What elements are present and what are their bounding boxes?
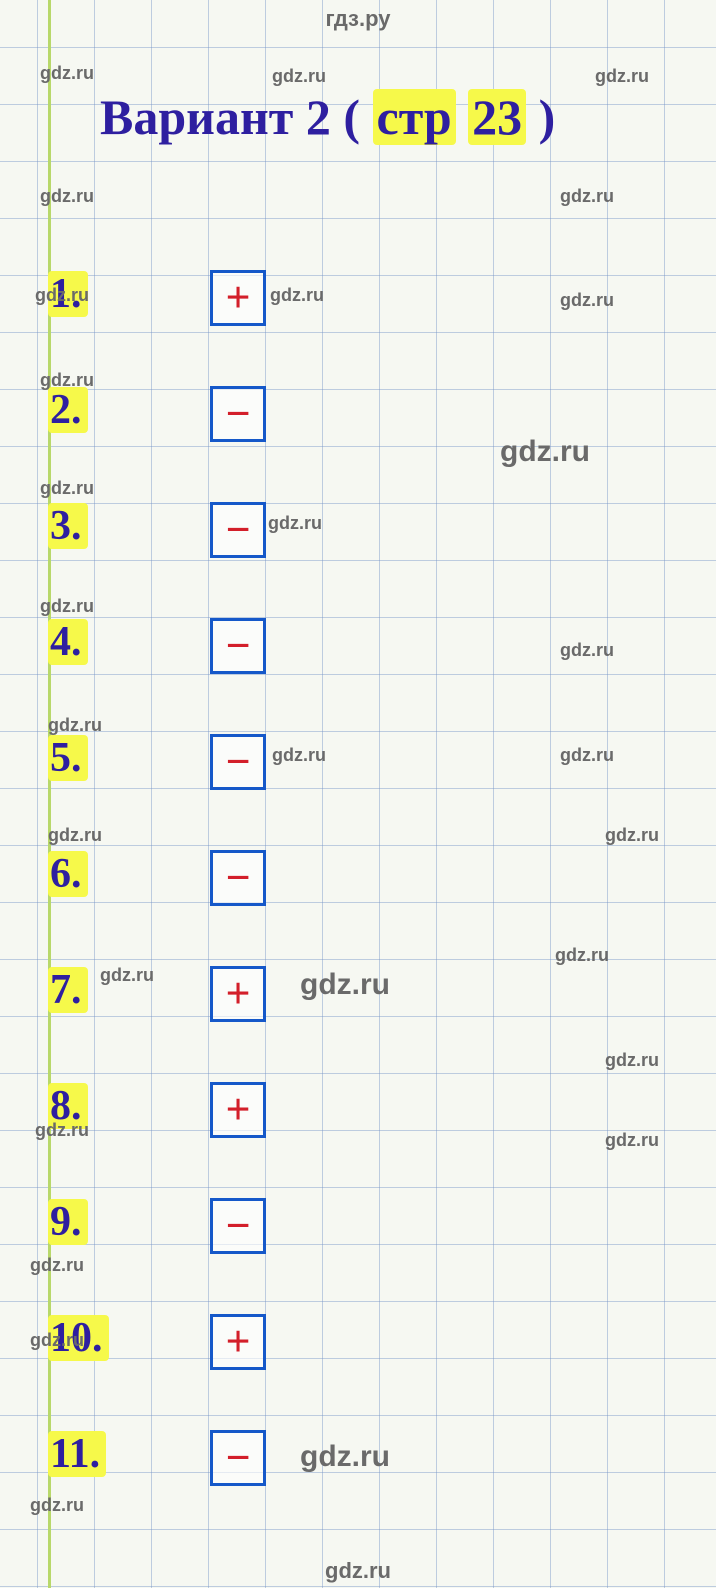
answer-box: − bbox=[210, 1430, 266, 1486]
watermark-text: gdz.ru bbox=[605, 825, 659, 846]
site-footer-watermark: gdz.ru bbox=[0, 1558, 716, 1584]
answer-box: − bbox=[210, 386, 266, 442]
answer-number-label: 2. bbox=[48, 387, 88, 433]
answer-box: + bbox=[210, 270, 266, 326]
plus-sign: + bbox=[225, 276, 250, 320]
watermark-text: gdz.ru bbox=[40, 370, 94, 391]
answer-box: + bbox=[210, 966, 266, 1022]
answer-number: 6. bbox=[48, 850, 108, 898]
answer-number-label: 5. bbox=[48, 735, 88, 781]
answer-number-label: 3. bbox=[48, 503, 88, 549]
answer-number-label: 6. bbox=[48, 851, 88, 897]
watermark-text: gdz.ru bbox=[595, 66, 649, 87]
answer-box: − bbox=[210, 850, 266, 906]
watermark-text: gdz.ru bbox=[268, 513, 322, 534]
answer-number-label: 7. bbox=[48, 967, 88, 1013]
watermark-text: gdz.ru bbox=[40, 478, 94, 499]
title-paren-open: ( bbox=[343, 89, 360, 145]
answer-number-label: 9. bbox=[48, 1199, 88, 1245]
answer-number: 4. bbox=[48, 618, 108, 666]
title-word: Вариант bbox=[100, 89, 293, 145]
watermark-text: gdz.ru bbox=[560, 745, 614, 766]
answer-number: 7. bbox=[48, 966, 108, 1014]
answer-box: − bbox=[210, 734, 266, 790]
watermark-text: gdz.ru bbox=[35, 1120, 89, 1141]
watermark-text: gdz.ru bbox=[30, 1495, 84, 1516]
watermark-text: gdz.ru bbox=[100, 965, 154, 986]
watermark-text: gdz.ru bbox=[500, 435, 590, 469]
minus-sign: − bbox=[225, 1436, 250, 1480]
title-page-number: 23 bbox=[468, 89, 526, 145]
minus-sign: − bbox=[225, 624, 250, 668]
watermark-text: gdz.ru bbox=[555, 945, 609, 966]
minus-sign: − bbox=[225, 392, 250, 436]
answer-number-label: 4. bbox=[48, 619, 88, 665]
minus-sign: − bbox=[225, 1204, 250, 1248]
answer-box: − bbox=[210, 1198, 266, 1254]
watermark-text: gdz.ru bbox=[270, 285, 324, 306]
watermark-text: gdz.ru bbox=[560, 640, 614, 661]
site-header-watermark: гдз.ру bbox=[0, 6, 716, 32]
minus-sign: − bbox=[225, 740, 250, 784]
answer-number: 3. bbox=[48, 502, 108, 550]
watermark-text: gdz.ru bbox=[30, 1330, 84, 1351]
watermark-text: gdz.ru bbox=[40, 186, 94, 207]
watermark-text: gdz.ru bbox=[605, 1050, 659, 1071]
watermark-text: gdz.ru bbox=[560, 186, 614, 207]
answer-number-label: 11. bbox=[48, 1431, 106, 1477]
watermark-text: gdz.ru bbox=[40, 596, 94, 617]
watermark-text: gdz.ru bbox=[300, 968, 390, 1002]
page-title: Вариант 2 ( стр 23 ) bbox=[100, 88, 555, 146]
watermark-text: gdz.ru bbox=[560, 290, 614, 311]
title-variant-number: 2 bbox=[306, 89, 331, 145]
watermark-text: gdz.ru bbox=[48, 825, 102, 846]
plus-sign: + bbox=[225, 1088, 250, 1132]
answer-box: − bbox=[210, 502, 266, 558]
minus-sign: − bbox=[225, 508, 250, 552]
title-paren-close: ) bbox=[539, 89, 556, 145]
answer-number: 5. bbox=[48, 734, 108, 782]
watermark-text: gdz.ru bbox=[40, 63, 94, 84]
watermark-text: gdz.ru bbox=[272, 745, 326, 766]
watermark-text: gdz.ru bbox=[35, 285, 89, 306]
plus-sign: + bbox=[225, 972, 250, 1016]
title-page-label: стр bbox=[373, 89, 456, 145]
watermark-text: gdz.ru bbox=[605, 1130, 659, 1151]
watermark-text: gdz.ru bbox=[48, 715, 102, 736]
watermark-text: gdz.ru bbox=[30, 1255, 84, 1276]
minus-sign: − bbox=[225, 856, 250, 900]
answer-number: 9. bbox=[48, 1198, 108, 1246]
answer-number: 11. bbox=[48, 1430, 108, 1478]
answer-number: 2. bbox=[48, 386, 108, 434]
plus-sign: + bbox=[225, 1320, 250, 1364]
watermark-text: gdz.ru bbox=[272, 66, 326, 87]
answer-box: + bbox=[210, 1082, 266, 1138]
answer-box: − bbox=[210, 618, 266, 674]
answer-box: + bbox=[210, 1314, 266, 1370]
watermark-text: gdz.ru bbox=[300, 1440, 390, 1474]
